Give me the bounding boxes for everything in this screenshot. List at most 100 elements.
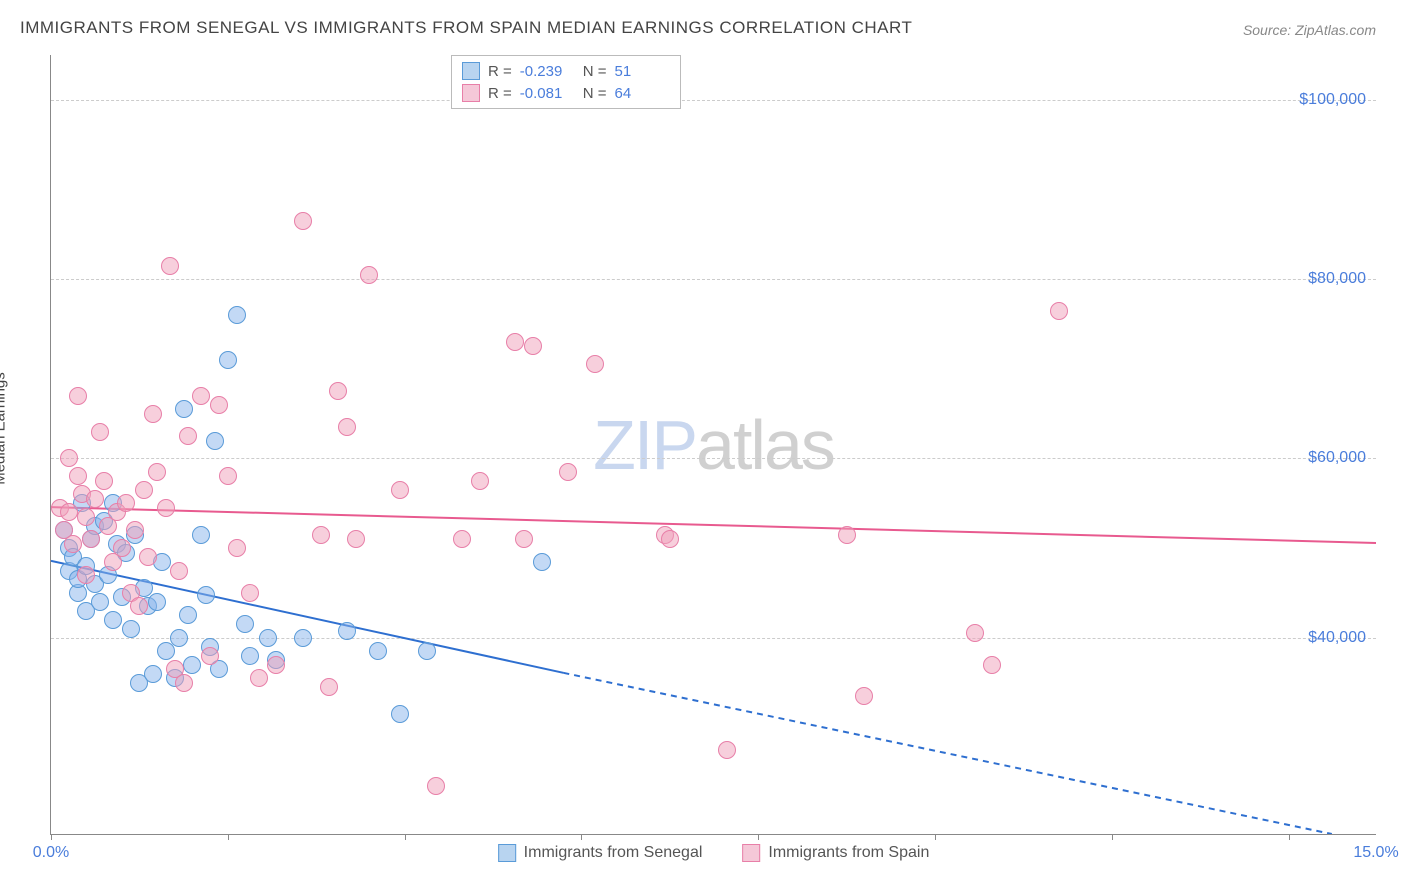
scatter-point (506, 333, 524, 351)
scatter-point (533, 553, 551, 571)
scatter-point (453, 530, 471, 548)
scatter-point (175, 674, 193, 692)
scatter-point (241, 647, 259, 665)
scatter-point (559, 463, 577, 481)
scatter-point (175, 400, 193, 418)
scatter-point (418, 642, 436, 660)
scatter-point (338, 418, 356, 436)
legend-label-spain: Immigrants from Spain (768, 844, 929, 862)
n-value-spain: 64 (615, 85, 670, 102)
scatter-point (60, 503, 78, 521)
scatter-point (250, 669, 268, 687)
scatter-point (69, 467, 87, 485)
trend-line-solid (51, 507, 1376, 543)
swatch-senegal (462, 62, 480, 80)
scatter-point (661, 530, 679, 548)
trend-line-dashed (563, 673, 1332, 834)
scatter-point (157, 642, 175, 660)
scatter-point (170, 562, 188, 580)
scatter-point (144, 665, 162, 683)
y-tick-label: $40,000 (1308, 629, 1366, 647)
scatter-point (135, 481, 153, 499)
scatter-point (86, 490, 104, 508)
legend-label-senegal: Immigrants from Senegal (524, 844, 703, 862)
scatter-point (838, 526, 856, 544)
gridline-h (51, 279, 1376, 280)
stats-row-spain: R = -0.081 N = 64 (462, 82, 670, 104)
scatter-point (130, 597, 148, 615)
scatter-point (126, 521, 144, 539)
plot-area: ZIPatlas $40,000$60,000$80,000$100,000 R… (50, 55, 1376, 835)
source-attribution: Source: ZipAtlas.com (1243, 22, 1376, 38)
scatter-point (294, 212, 312, 230)
scatter-point (267, 656, 285, 674)
scatter-point (983, 656, 1001, 674)
scatter-point (471, 472, 489, 490)
scatter-point (855, 687, 873, 705)
scatter-point (201, 647, 219, 665)
scatter-point (139, 548, 157, 566)
y-tick-label: $60,000 (1308, 449, 1366, 467)
scatter-point (219, 467, 237, 485)
scatter-point (82, 530, 100, 548)
x-tick-label-max: 15.0% (1353, 844, 1398, 862)
scatter-point (347, 530, 365, 548)
stats-row-senegal: R = -0.239 N = 51 (462, 60, 670, 82)
watermark-atlas: atlas (696, 406, 834, 484)
x-tick (51, 834, 52, 840)
scatter-point (515, 530, 533, 548)
scatter-point (391, 705, 409, 723)
scatter-point (338, 622, 356, 640)
gridline-h (51, 458, 1376, 459)
n-value-senegal: 51 (615, 63, 670, 80)
trend-lines-svg (51, 55, 1376, 834)
x-tick (1112, 834, 1113, 840)
r-value-spain: -0.081 (520, 85, 575, 102)
scatter-point (104, 611, 122, 629)
scatter-point (320, 678, 338, 696)
scatter-point (966, 624, 984, 642)
scatter-point (91, 423, 109, 441)
y-axis-label: Median Earnings (0, 372, 9, 485)
r-label: R = (488, 85, 512, 102)
scatter-point (228, 306, 246, 324)
trend-line-solid (51, 561, 563, 673)
x-tick (758, 834, 759, 840)
r-value-senegal: -0.239 (520, 63, 575, 80)
correlation-stats-box: R = -0.239 N = 51 R = -0.081 N = 64 (451, 55, 681, 109)
scatter-point (64, 535, 82, 553)
legend-item-senegal: Immigrants from Senegal (498, 844, 703, 862)
scatter-point (69, 387, 87, 405)
scatter-point (312, 526, 330, 544)
scatter-point (60, 449, 78, 467)
chart-title: IMMIGRANTS FROM SENEGAL VS IMMIGRANTS FR… (20, 18, 912, 38)
scatter-point (161, 257, 179, 275)
scatter-point (294, 629, 312, 647)
y-tick-label: $100,000 (1299, 91, 1366, 109)
scatter-point (241, 584, 259, 602)
n-label: N = (583, 63, 607, 80)
scatter-point (427, 777, 445, 795)
scatter-point (179, 427, 197, 445)
scatter-point (192, 526, 210, 544)
scatter-point (524, 337, 542, 355)
x-tick (405, 834, 406, 840)
scatter-point (144, 405, 162, 423)
scatter-point (329, 382, 347, 400)
watermark-zip: ZIP (593, 406, 696, 484)
bottom-legend: Immigrants from Senegal Immigrants from … (498, 844, 930, 862)
scatter-point (192, 387, 210, 405)
x-tick (228, 834, 229, 840)
scatter-point (219, 351, 237, 369)
scatter-point (1050, 302, 1068, 320)
scatter-point (77, 508, 95, 526)
scatter-point (113, 539, 131, 557)
scatter-point (236, 615, 254, 633)
scatter-point (197, 586, 215, 604)
x-tick (581, 834, 582, 840)
gridline-h (51, 100, 1376, 101)
scatter-point (360, 266, 378, 284)
n-label: N = (583, 85, 607, 102)
scatter-point (369, 642, 387, 660)
x-tick (935, 834, 936, 840)
